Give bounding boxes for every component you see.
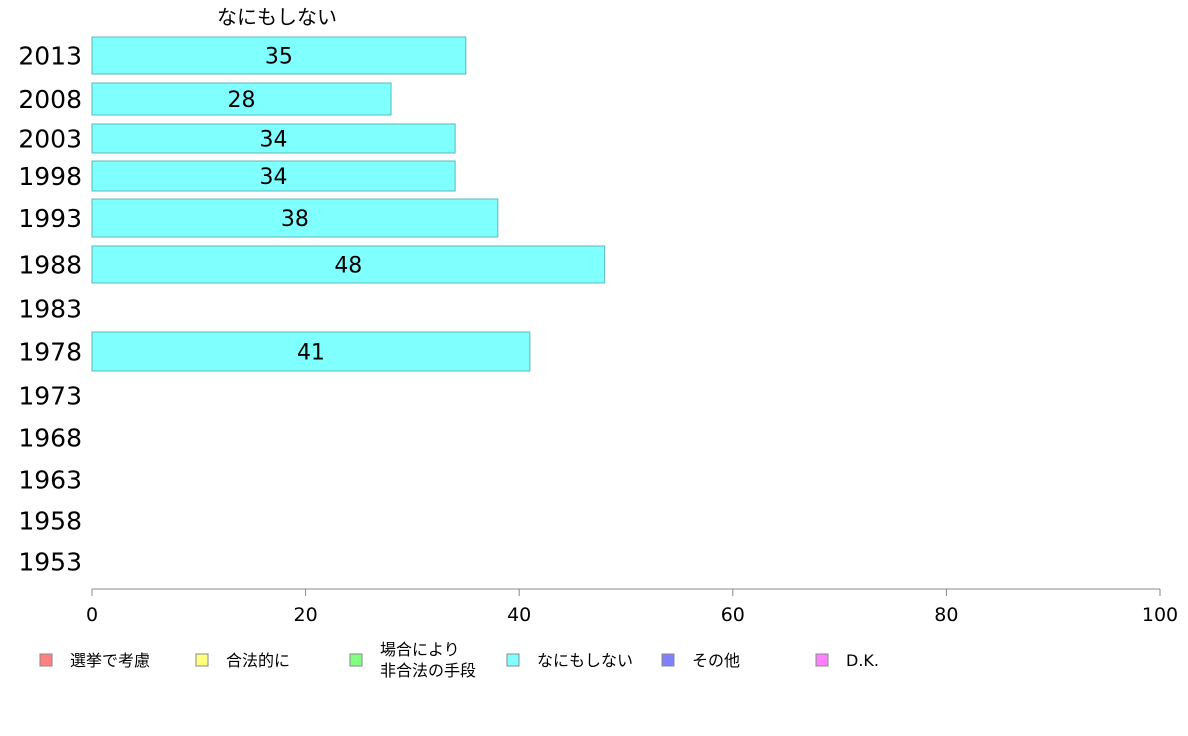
legend-label: 場合により非合法の手段	[380, 640, 476, 680]
bar	[91, 82, 392, 116]
bar	[91, 36, 467, 75]
legend-swatch	[195, 653, 209, 667]
x-tick-label: 100	[1142, 604, 1178, 626]
bar	[91, 160, 456, 192]
y-tick-label: 1998	[18, 162, 82, 191]
bar	[91, 123, 456, 154]
y-tick-label: 1953	[18, 548, 82, 577]
bar-value-label: 28	[228, 88, 256, 113]
bar-value-label: 34	[260, 128, 288, 153]
y-tick-label: 1978	[18, 338, 82, 367]
legend-label: その他	[692, 651, 740, 670]
bar	[91, 331, 531, 372]
legend-swatch	[506, 653, 520, 667]
x-axis-ticks: 0 20 40 60 80 100	[86, 589, 1178, 626]
y-tick-label: 1993	[18, 204, 82, 233]
bar-value-label: 41	[297, 341, 325, 366]
legend: 選挙で考慮 合法的に 場合により非合法の手段 なにもしない その他 D.K.	[39, 640, 879, 680]
y-tick-label: 1958	[18, 507, 82, 536]
y-tick-label: 1963	[18, 466, 82, 495]
y-tick-label: 1973	[18, 382, 82, 411]
y-tick-labels: 2013 2008 2003 1998 1993 1988 1983 1978 1973 1968…	[18, 42, 82, 577]
legend-label: なにもしない	[537, 651, 633, 670]
bar-value-label: 48	[334, 254, 362, 279]
chart-title: なにもしない	[217, 5, 337, 29]
x-tick-label: 0	[86, 604, 98, 626]
y-tick-label: 1988	[18, 251, 82, 280]
legend-label: D.K.	[846, 651, 879, 670]
x-tick-label: 40	[507, 604, 531, 626]
y-tick-label: 1968	[18, 424, 82, 453]
bar	[91, 198, 499, 238]
y-tick-label: 1983	[18, 295, 82, 324]
y-tick-label: 2013	[18, 42, 82, 71]
y-tick-label: 2003	[18, 125, 82, 154]
x-tick-label: 20	[294, 604, 318, 626]
bar-value-label: 38	[281, 207, 309, 232]
legend-swatch	[39, 653, 53, 667]
x-tick-label: 80	[934, 604, 958, 626]
legend-label: 選挙で考慮	[70, 651, 150, 670]
y-tick-label: 2008	[18, 85, 82, 114]
bar-value-label: 34	[260, 165, 288, 190]
bar	[91, 245, 606, 284]
legend-swatch	[661, 653, 675, 667]
bar-value-label: 35	[265, 45, 293, 70]
x-tick-label: 60	[721, 604, 745, 626]
legend-swatch	[815, 653, 829, 667]
legend-swatch	[349, 653, 363, 667]
legend-label: 合法的に	[226, 651, 290, 670]
